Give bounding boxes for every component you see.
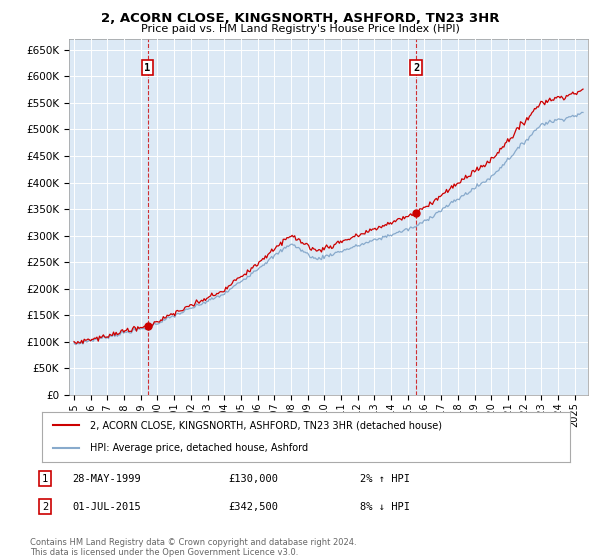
Text: 2% ↑ HPI: 2% ↑ HPI	[360, 474, 410, 484]
Text: 1: 1	[42, 474, 48, 484]
Text: 2, ACORN CLOSE, KINGSNORTH, ASHFORD, TN23 3HR: 2, ACORN CLOSE, KINGSNORTH, ASHFORD, TN2…	[101, 12, 499, 25]
Text: 2, ACORN CLOSE, KINGSNORTH, ASHFORD, TN23 3HR (detached house): 2, ACORN CLOSE, KINGSNORTH, ASHFORD, TN2…	[89, 420, 442, 430]
Text: 01-JUL-2015: 01-JUL-2015	[72, 502, 141, 512]
Text: £342,500: £342,500	[228, 502, 278, 512]
Text: 28-MAY-1999: 28-MAY-1999	[72, 474, 141, 484]
Text: HPI: Average price, detached house, Ashford: HPI: Average price, detached house, Ashf…	[89, 443, 308, 453]
Text: 8% ↓ HPI: 8% ↓ HPI	[360, 502, 410, 512]
Text: 1: 1	[145, 63, 151, 73]
Text: Contains HM Land Registry data © Crown copyright and database right 2024.
This d: Contains HM Land Registry data © Crown c…	[30, 538, 356, 557]
Text: £130,000: £130,000	[228, 474, 278, 484]
Text: Price paid vs. HM Land Registry's House Price Index (HPI): Price paid vs. HM Land Registry's House …	[140, 24, 460, 34]
Text: 2: 2	[42, 502, 48, 512]
Text: 2: 2	[413, 63, 419, 73]
